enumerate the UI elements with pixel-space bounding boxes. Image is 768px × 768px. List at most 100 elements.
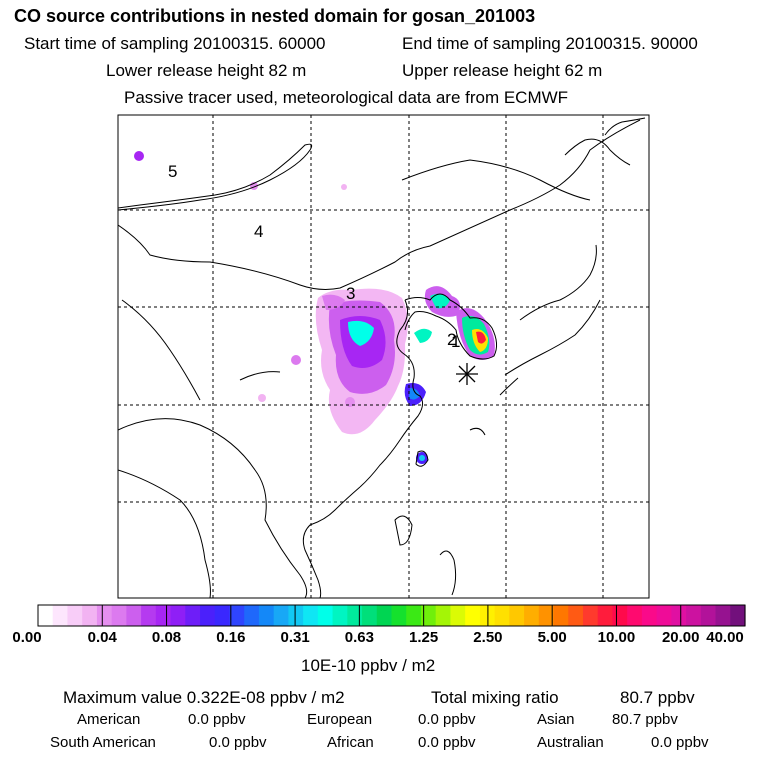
source-label-australian: Australian <box>537 734 604 751</box>
region-markers: 5 4 3 2 1 <box>168 162 460 351</box>
colorbar-tick-label: 0.00 <box>12 629 42 646</box>
plume-blob <box>341 184 347 190</box>
receptor-marker-icon <box>456 363 478 385</box>
coastline <box>118 469 211 598</box>
colorbar-swatch <box>700 605 717 626</box>
colorbar-swatch <box>155 605 172 626</box>
colorbar-swatch <box>612 605 628 626</box>
coastline <box>564 138 631 166</box>
region-marker-1: 1 <box>451 332 460 351</box>
coastline <box>118 143 313 211</box>
coastline <box>404 293 498 360</box>
colorbar-swatch <box>656 605 672 626</box>
source-label-asian: Asian <box>537 711 575 728</box>
colorbar-swatch <box>420 605 437 626</box>
plume-region <box>430 293 450 309</box>
colorbar-swatch <box>553 605 569 626</box>
colorbar-swatch <box>509 605 525 626</box>
source-value-european: 0.0 ppbv <box>418 711 476 728</box>
colorbar-swatch <box>200 605 216 626</box>
colorbar-unit: 10E-10 ppbv / m2 <box>301 656 436 675</box>
region-marker-3: 3 <box>346 284 355 303</box>
colorbar-swatch <box>671 605 687 626</box>
colorbar-swatch <box>494 605 510 626</box>
tracer-note: Passive tracer used, meteorological data… <box>124 88 569 107</box>
colorbar-swatch <box>170 605 186 626</box>
colorbar-swatch <box>538 605 555 626</box>
colorbar-swatch <box>273 605 289 626</box>
plume-blob <box>291 355 301 365</box>
colorbar-swatch <box>391 605 407 626</box>
end-time-label: End time of sampling 20100315. 90000 <box>402 34 698 53</box>
colorbar <box>38 605 746 626</box>
total-mixing-ratio-value: 80.7 ppbv <box>620 688 695 707</box>
colorbar-tick-label: 40.00 <box>706 629 744 646</box>
colorbar-swatch <box>126 605 142 626</box>
coastline <box>359 299 424 488</box>
colorbar-swatch <box>288 605 304 626</box>
colorbar-swatch <box>111 605 127 626</box>
colorbar-swatch <box>435 605 452 626</box>
source-value-asian: 80.7 ppbv <box>612 711 678 728</box>
colorbar-tick-label: 10.00 <box>597 629 636 646</box>
colorbar-swatch <box>67 605 83 626</box>
start-time-label: Start time of sampling 20100315. 60000 <box>24 34 326 53</box>
region-marker-4: 4 <box>254 222 263 241</box>
source-value-australian: 0.0 ppbv <box>651 734 709 751</box>
colorbar-swatch <box>332 605 348 626</box>
concentration-field <box>134 151 495 464</box>
coastline <box>504 299 601 376</box>
graticule <box>118 115 649 598</box>
colorbar-tick-label: 0.08 <box>151 629 182 646</box>
colorbar-tick-label: 1.25 <box>409 629 439 646</box>
plume-region <box>476 331 486 344</box>
colorbar-swatch <box>730 605 746 626</box>
map-frame <box>117 114 650 599</box>
coastline <box>239 371 281 381</box>
colorbar-swatch <box>450 605 466 626</box>
colorbar-swatch <box>38 605 54 626</box>
coastline <box>118 119 641 290</box>
coastline <box>121 299 201 401</box>
coastline <box>401 159 591 201</box>
coastline <box>118 418 308 598</box>
source-label-european: European <box>307 711 373 728</box>
colorbar-swatch <box>627 605 643 626</box>
colorbar-swatch <box>597 605 614 626</box>
coastline <box>519 244 597 321</box>
plume-blob <box>134 151 144 161</box>
region-marker-5: 5 <box>168 162 177 181</box>
colorbar-tick-label: 0.31 <box>280 629 310 646</box>
plume-blob <box>419 455 425 461</box>
plume-blob <box>258 394 266 402</box>
colorbar-swatch <box>715 605 731 626</box>
colorbar-swatch <box>244 605 260 626</box>
colorbar-swatch <box>82 605 98 626</box>
coastline <box>415 450 429 467</box>
colorbar-swatch <box>347 605 363 626</box>
colorbar-swatch <box>406 605 422 626</box>
colorbar-swatch <box>465 605 481 626</box>
plume-region <box>409 388 420 400</box>
coastline <box>302 486 361 598</box>
source-value-south-american: 0.0 ppbv <box>209 734 267 751</box>
source-label-african: African <box>327 734 374 751</box>
maximum-value: Maximum value 0.322E-08 ppbv / m2 <box>63 688 345 707</box>
coastline <box>499 377 519 396</box>
lower-release-label: Lower release height 82 m <box>106 61 307 80</box>
chart-title: CO source contributions in nested domain… <box>14 6 536 26</box>
source-value-african: 0.0 ppbv <box>418 734 476 751</box>
total-mixing-ratio-label: Total mixing ratio <box>431 688 559 707</box>
colorbar-tick-label: 0.63 <box>344 629 374 646</box>
colorbar-tick-label: 2.50 <box>473 629 503 646</box>
colorbar-swatch <box>376 605 393 626</box>
colorbar-swatch <box>214 605 231 626</box>
colorbar-tick-label: 0.04 <box>87 629 117 646</box>
colorbar-swatch <box>185 605 201 626</box>
source-label-south-american: South American <box>50 734 156 751</box>
colorbar-swatch <box>96 605 113 626</box>
colorbar-swatch <box>303 605 319 626</box>
colorbar-swatch <box>362 605 378 626</box>
colorbar-swatch <box>141 605 157 626</box>
